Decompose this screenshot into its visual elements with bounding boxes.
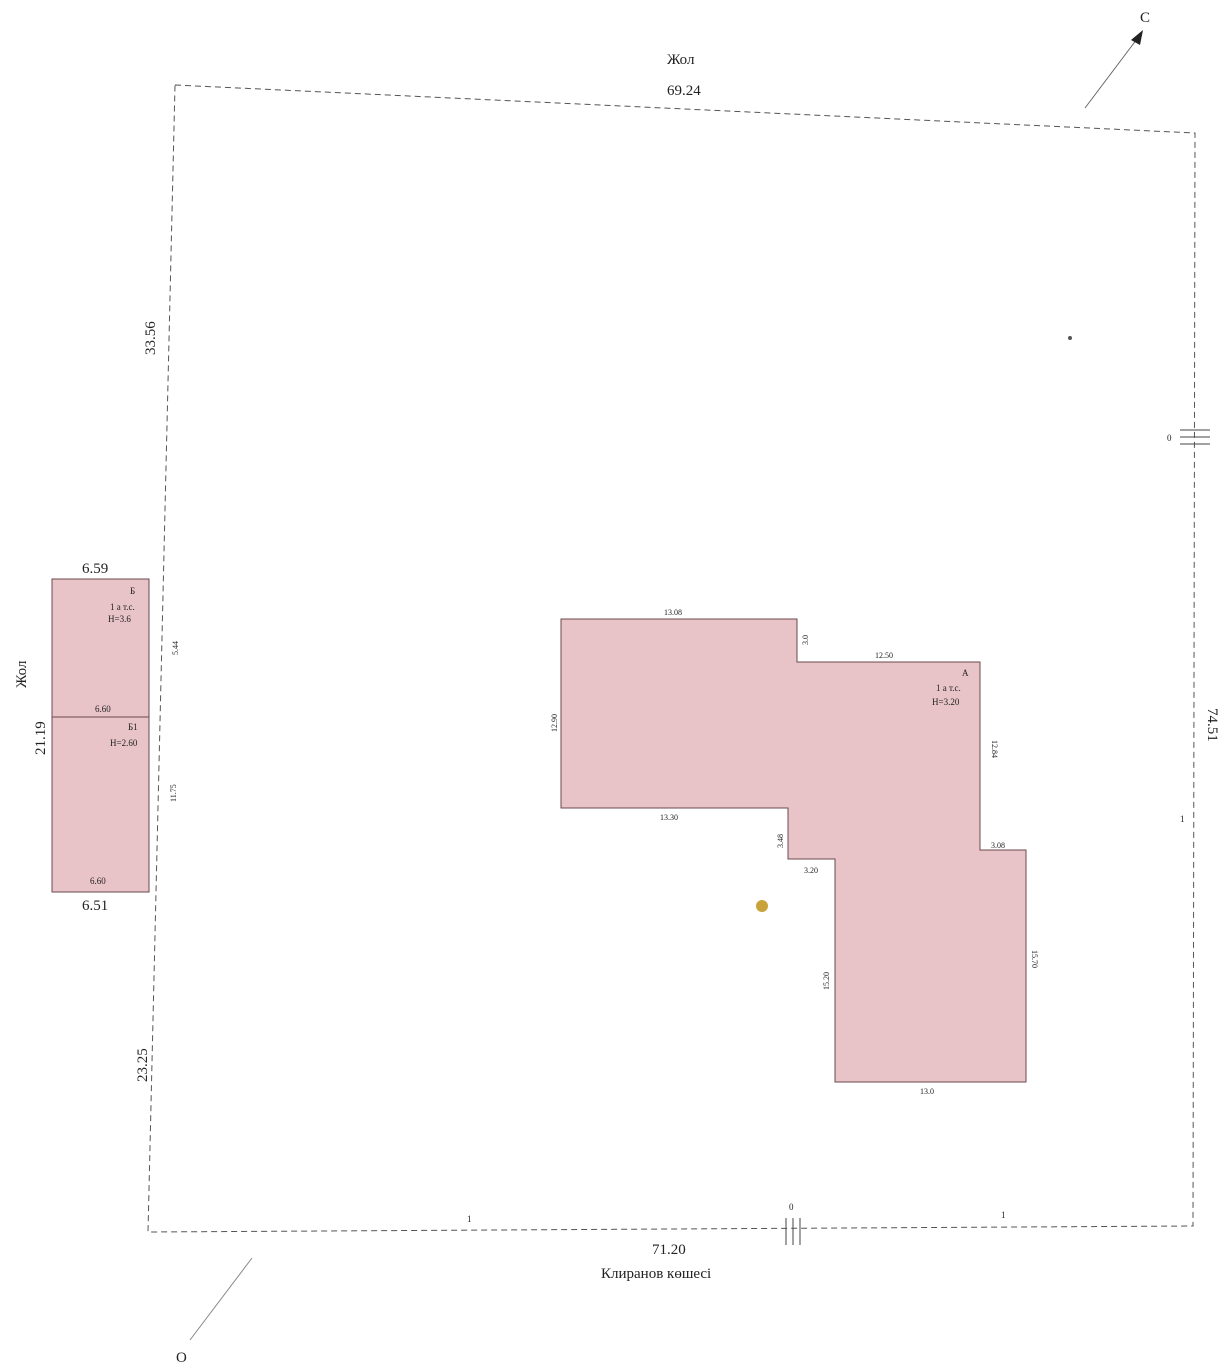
building-b-mid-width: 6.60 xyxy=(95,704,111,714)
building-b-letter: Б xyxy=(130,586,135,596)
bottom-street-label: Клиранов көшесі xyxy=(601,1266,711,1282)
building-b-side-lower: 11.75 xyxy=(169,784,178,802)
building-a-desc: 1 а т.с. xyxy=(936,683,961,693)
building-a-letter: А xyxy=(962,668,969,678)
building-a-top2: 12.50 xyxy=(875,651,893,660)
building-a xyxy=(560,618,1027,1083)
bottom-one-right: 1 xyxy=(1001,1210,1006,1220)
building-b-bottom-outer: 6.51 xyxy=(82,898,108,914)
north-arrow-icon xyxy=(1084,30,1143,109)
building-a-top1: 13.08 xyxy=(664,608,682,617)
building-a-step2: 3.48 xyxy=(776,834,785,848)
well-marker-icon xyxy=(756,900,768,912)
left-mid-length: 21.19 xyxy=(33,721,49,755)
bottom-one-left: 1 xyxy=(467,1214,472,1224)
building-b-height: H=3.6 xyxy=(108,614,131,624)
south-label: О xyxy=(176,1350,187,1366)
right-one-label: 1 xyxy=(1180,814,1185,824)
bottom-zero-label: 0 xyxy=(789,1202,794,1212)
building-a-step1: 3.0 xyxy=(801,635,810,645)
building-a-wing-left: 15.20 xyxy=(822,972,831,990)
building-a-height: H=3.20 xyxy=(932,697,960,707)
right-length: 74.51 xyxy=(1204,708,1220,742)
right-zero-label: 0 xyxy=(1167,433,1172,443)
left-lower-length: 23.25 xyxy=(135,1048,151,1082)
building-a-step4: 3.08 xyxy=(991,841,1005,850)
building-b-side-upper: 5.44 xyxy=(171,641,180,655)
building-a-wing-right: 15.70 xyxy=(1030,950,1039,968)
building-a-bottom1: 13.30 xyxy=(660,813,678,822)
left-upper-length: 33.56 xyxy=(143,321,159,355)
tree-icon xyxy=(1068,336,1072,340)
building-b-top-outer: 6.59 xyxy=(82,561,108,577)
building-b-bottom-inner: 6.60 xyxy=(90,876,106,886)
top-length: 69.24 xyxy=(667,83,701,99)
building-b xyxy=(51,578,150,893)
building-b1-letter: Б1 xyxy=(128,722,138,732)
building-a-left: 12.90 xyxy=(550,714,559,732)
building-a-wing-bottom: 13.0 xyxy=(920,1087,934,1096)
building-a-step3: 3.20 xyxy=(804,866,818,875)
right-gate-icon xyxy=(1180,429,1210,445)
property-boundary xyxy=(147,84,1196,1233)
building-b-desc: 1 а т.с. xyxy=(110,602,135,612)
building-a-right-upper: 12.84 xyxy=(990,740,999,758)
top-street-label: Жол xyxy=(667,52,695,68)
building-b1-height: H=2.60 xyxy=(110,738,138,748)
bottom-gate-icon xyxy=(785,1218,801,1245)
left-street-label: Жол xyxy=(14,660,30,688)
south-arrow-icon xyxy=(189,1257,253,1341)
bottom-length: 71.20 xyxy=(652,1242,686,1258)
north-label: С xyxy=(1140,10,1150,26)
